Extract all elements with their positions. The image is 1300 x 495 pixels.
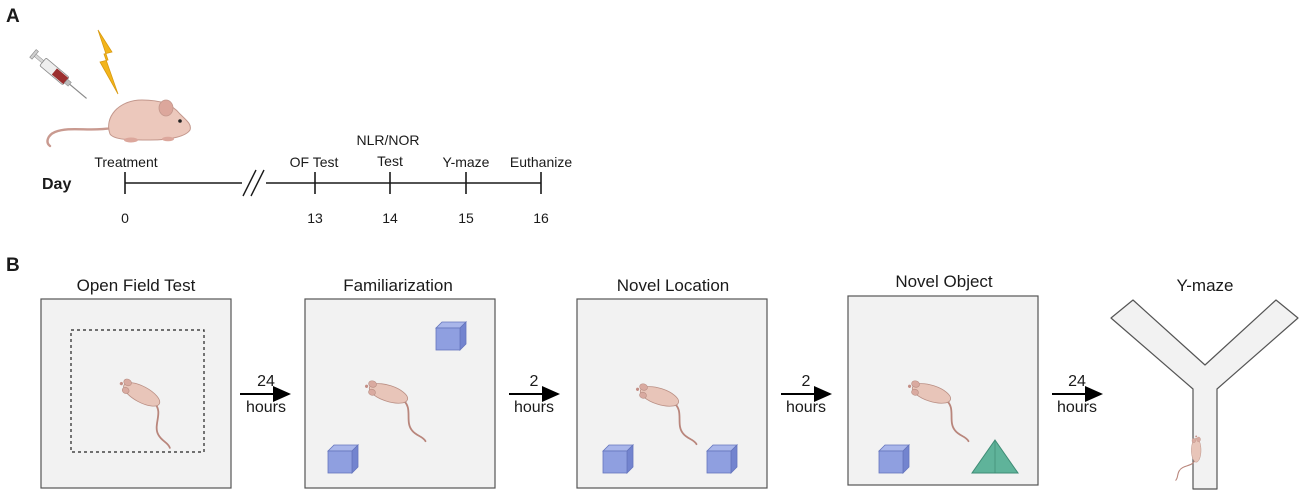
lightning-icon xyxy=(97,29,119,95)
panel-b-letter: B xyxy=(6,255,20,276)
event-label-of-test: OF Test xyxy=(290,154,339,170)
day-value-0: 0 xyxy=(121,210,129,226)
timeline xyxy=(124,169,542,197)
syringe-icon xyxy=(29,49,87,99)
event-label-test: Test xyxy=(377,153,403,169)
day-value-14: 14 xyxy=(382,210,398,226)
cube-object xyxy=(435,321,467,351)
stage-title-novel-object: Novel Object xyxy=(895,272,993,291)
cube-object xyxy=(327,444,359,474)
cube-object xyxy=(878,444,910,474)
interval-value-2: 2 xyxy=(530,373,539,390)
cube-object xyxy=(602,444,634,474)
panel-a-letter: A xyxy=(6,6,20,27)
mouse-side-icon xyxy=(46,99,191,148)
event-label-nlr-nor: NLR/NOR xyxy=(356,132,419,148)
day-value-13: 13 xyxy=(307,210,323,226)
day-value-15: 15 xyxy=(458,210,474,226)
cube-object xyxy=(706,444,738,474)
stage-title-open-field: Open Field Test xyxy=(77,276,196,295)
stage-title-familiarization: Familiarization xyxy=(343,276,453,295)
day-value-16: 16 xyxy=(533,210,549,226)
stage-title-novel-location: Novel Location xyxy=(617,276,729,295)
triangle-object xyxy=(971,439,1019,474)
day-label: Day xyxy=(42,176,71,193)
stage-title-y-maze: Y-maze xyxy=(1176,276,1233,295)
axis-break xyxy=(242,169,257,197)
interval-value-1: 24 xyxy=(257,373,275,390)
event-label-y-maze: Y-maze xyxy=(443,154,490,170)
interval-value-4: 24 xyxy=(1068,373,1086,390)
interval-unit-4: hours xyxy=(1057,399,1097,416)
interval-unit-1: hours xyxy=(246,399,286,416)
center-zone xyxy=(70,329,205,453)
y-maze-arena xyxy=(1110,299,1299,490)
event-label-treatment: Treatment xyxy=(94,154,157,170)
interval-unit-3: hours xyxy=(786,399,826,416)
event-label-euthanize: Euthanize xyxy=(510,154,572,170)
interval-unit-2: hours xyxy=(514,399,554,416)
interval-value-3: 2 xyxy=(802,373,811,390)
